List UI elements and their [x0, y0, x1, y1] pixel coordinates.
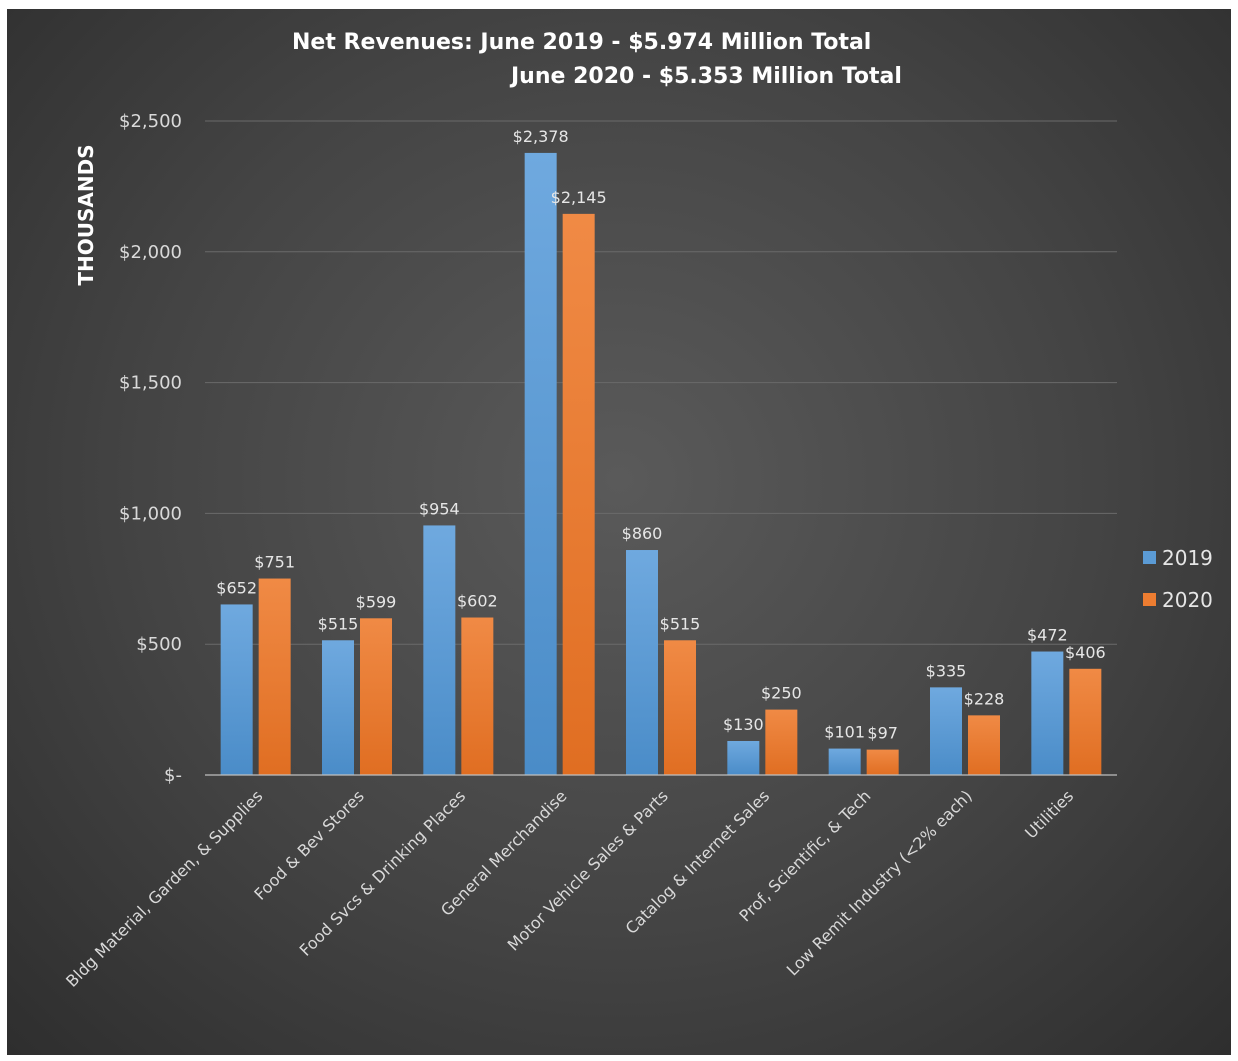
data-label-2020: $406	[1065, 643, 1106, 662]
x-tick-label: Utilities	[1021, 786, 1077, 842]
legend-swatch-2019	[1143, 551, 1156, 564]
bar-2019	[626, 550, 658, 775]
y-tick-label: $1,000	[119, 503, 182, 524]
data-label-2019: $130	[723, 715, 764, 734]
y-tick-label: $1,500	[119, 373, 182, 394]
data-label-2020: $515	[660, 614, 701, 633]
legend-swatch-2020	[1143, 593, 1156, 606]
data-label-2019: $652	[216, 578, 257, 597]
data-label-2019: $860	[622, 524, 663, 543]
bar-2019	[524, 152, 557, 775]
bar-2019	[1031, 651, 1064, 775]
bar-2020	[461, 617, 494, 775]
x-tick-label: Food Svcs & Drinking Places	[296, 786, 469, 959]
data-label-2019: $515	[318, 614, 359, 633]
y-axis-label: THOUSANDS	[74, 144, 98, 285]
bar-2020	[866, 749, 899, 775]
bar-2019	[727, 740, 760, 775]
x-tick-label: Motor Vehicle Sales & Parts	[504, 786, 672, 954]
bar-2020	[360, 618, 392, 775]
data-label-2019: $2,378	[513, 127, 569, 146]
data-label-2020: $599	[356, 592, 397, 611]
bar-2019	[423, 525, 456, 775]
data-labels: $652 $751 $515 $599 $954 $602 $2,378 $2,145 $860…	[216, 127, 1105, 743]
chart-area: Net Revenues: June 2019 - $5.974 Million…	[7, 9, 1231, 1055]
bar-chart: Net Revenues: June 2019 - $5.974 Million…	[62, 30, 1213, 991]
data-label-2020: $97	[867, 724, 898, 743]
bar-2019	[930, 687, 962, 775]
chart-title-line-2: June 2020 - $5.353 Million Total	[509, 64, 902, 89]
bar-2020	[664, 640, 696, 775]
legend: 2019 2020	[1143, 546, 1213, 612]
y-tick-label: $2,500	[119, 111, 182, 132]
bar-2020	[968, 715, 1000, 775]
data-label-2019: $954	[419, 499, 460, 518]
data-label-2020: $751	[254, 553, 295, 572]
bar-2020	[562, 213, 595, 776]
bar-2019	[220, 604, 253, 775]
bar-2020	[1069, 668, 1102, 775]
x-tick-label: Bldg Material, Garden, & Supplies	[62, 786, 266, 990]
legend-label-2019: 2019	[1162, 546, 1213, 570]
data-label-2019: $472	[1027, 626, 1068, 645]
x-tick-label: Low Remit Industry (<2% each)	[783, 786, 976, 979]
gridlines	[205, 120, 1117, 645]
bar-2020	[765, 709, 798, 775]
chart-title: Net Revenues: June 2019 - $5.974 Million…	[292, 30, 902, 89]
y-tick-label: $500	[136, 634, 182, 655]
chart-title-line-1: Net Revenues: June 2019 - $5.974 Million…	[292, 30, 871, 55]
data-label-2019: $101	[824, 723, 865, 742]
x-tick-label: Food & Bev Stores	[250, 786, 367, 903]
data-label-2020: $2,145	[551, 188, 607, 207]
data-label-2020: $250	[761, 684, 802, 703]
y-tick-label: $-	[164, 765, 182, 786]
data-label-2020: $228	[964, 689, 1005, 708]
bar-2019	[322, 640, 354, 775]
legend-label-2020: 2020	[1162, 588, 1213, 612]
bar-2019	[828, 748, 861, 775]
y-axis-tick-labels: $- $500 $1,000 $1,500 $2,000 $2,500	[119, 111, 182, 786]
bars	[220, 152, 1102, 776]
data-label-2019: $335	[926, 661, 967, 680]
data-label-2020: $602	[457, 592, 498, 611]
y-tick-label: $2,000	[119, 242, 182, 263]
bar-2020	[258, 578, 291, 775]
